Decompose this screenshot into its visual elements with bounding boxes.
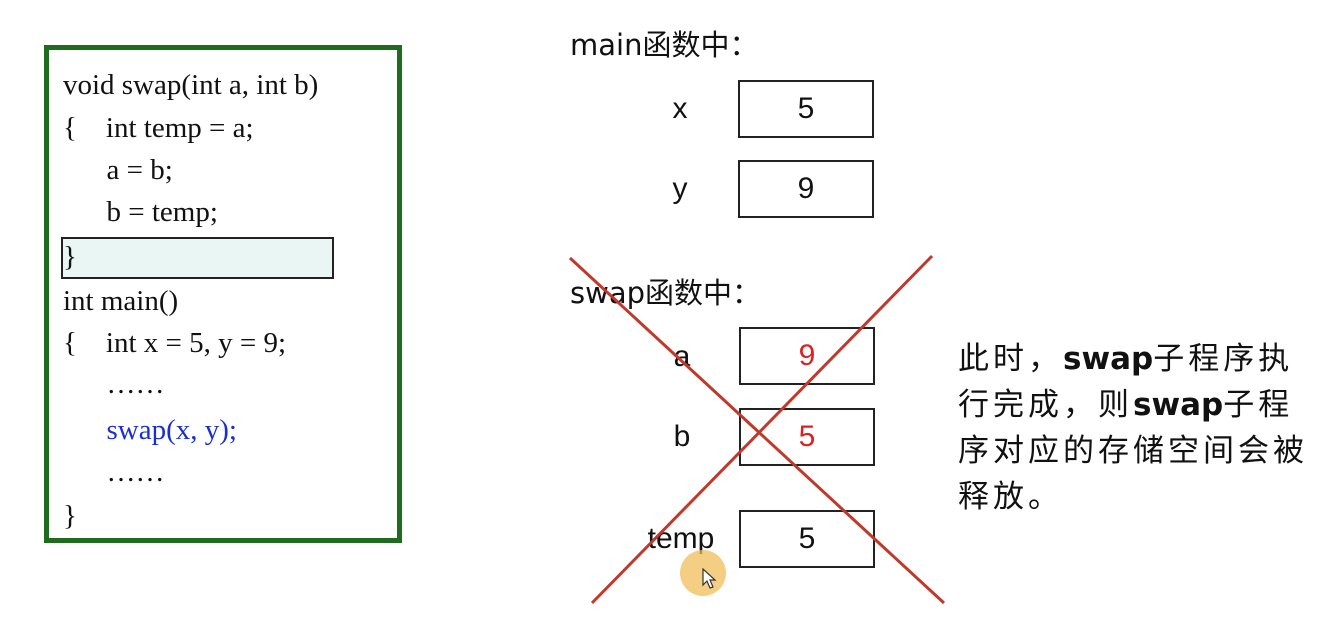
code-line: b = temp; [63, 195, 218, 229]
code-line: a = b; [63, 153, 173, 187]
var-label-a: a [637, 340, 727, 374]
var-box-y: 9 [738, 160, 874, 218]
var-label-y: y [635, 172, 725, 206]
var-label-temp: temp [636, 522, 726, 556]
code-line-call: swap(x, y); [63, 413, 237, 447]
var-box-b: 5 [739, 408, 875, 466]
cursor-icon [702, 568, 718, 590]
note-keyword: swap [1133, 387, 1223, 423]
swap-section-title: swap函数中： [570, 270, 761, 312]
code-line: …… [63, 367, 165, 401]
code-line: { int temp = a; [63, 111, 254, 145]
explanation-note: 此时，swap子程序执行完成，则swap子程序对应的存储空间会被释放。 [958, 336, 1308, 520]
var-box-a: 9 [739, 327, 875, 385]
code-line: void swap(int a, int b) [63, 68, 318, 102]
code-line: { int x = 5, y = 9; [63, 326, 286, 360]
code-line: } [63, 499, 77, 533]
var-label-b: b [637, 420, 727, 454]
var-label-x: x [635, 92, 725, 126]
note-part: 此时， [958, 341, 1063, 377]
main-section-title: main函数中： [570, 22, 758, 64]
var-box-x: 5 [738, 80, 874, 138]
code-line: } [63, 240, 77, 274]
highlight-box [61, 237, 334, 279]
code-panel: void swap(int a, int b) { int temp = a; … [44, 45, 402, 543]
code-line: …… [63, 455, 165, 489]
var-box-temp: 5 [739, 510, 875, 568]
note-keyword: swap [1063, 341, 1153, 377]
code-line: int main() [63, 284, 178, 318]
